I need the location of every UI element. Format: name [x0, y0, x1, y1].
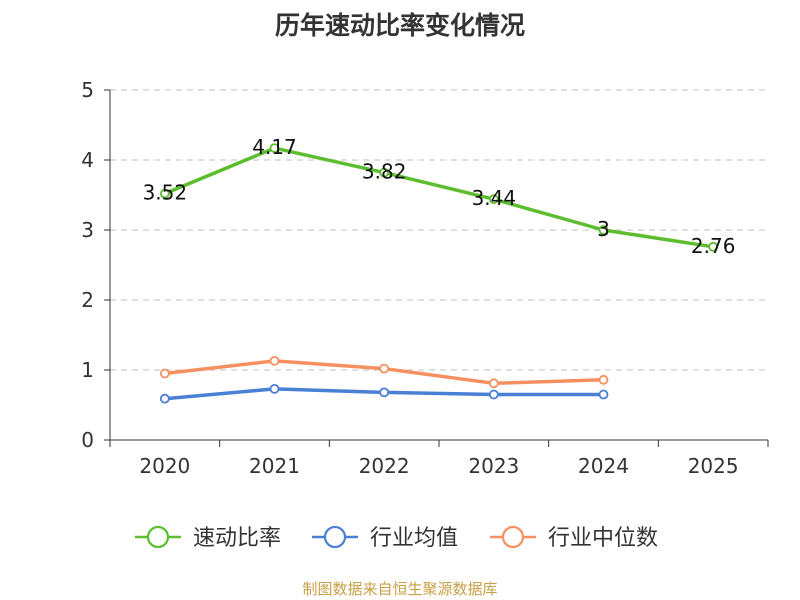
- data-point: [269, 355, 280, 366]
- x-tick-label: 2025: [688, 454, 739, 478]
- data-label: 3.44: [472, 186, 517, 210]
- data-point: [379, 363, 390, 374]
- data-point: [269, 383, 280, 394]
- data-point: [269, 143, 280, 154]
- data-point: [159, 393, 170, 404]
- y-tick-label: 0: [81, 428, 94, 452]
- legend-marker-icon: [323, 525, 347, 549]
- legend-marker-icon: [146, 525, 170, 549]
- data-label: 3.82: [362, 160, 407, 184]
- data-point: [488, 194, 499, 205]
- x-tick-label: 2022: [359, 454, 410, 478]
- legend-marker-icon: [501, 525, 525, 549]
- data-label: 3.52: [143, 181, 188, 205]
- y-tick-label: 5: [81, 78, 94, 102]
- chart-title: 历年速动比率变化情况: [274, 11, 525, 40]
- x-tick-label: 2021: [249, 454, 300, 478]
- data-point: [379, 387, 390, 398]
- data-point: [379, 167, 390, 178]
- data-point: [488, 378, 499, 389]
- data-point: [159, 188, 170, 199]
- data-source-note: 制图数据来自恒生聚源数据库: [302, 580, 498, 598]
- y-tick-label: 3: [81, 218, 94, 242]
- legend-label: 行业均值: [370, 526, 458, 551]
- data-point: [488, 389, 499, 400]
- y-tick-label: 1: [81, 358, 94, 382]
- legend-label: 行业中位数: [548, 526, 658, 551]
- y-tick-label: 2: [81, 288, 94, 312]
- data-point: [598, 374, 609, 385]
- y-tick-label: 4: [81, 148, 94, 172]
- data-label: 2.76: [691, 234, 736, 258]
- data-label: 3: [597, 217, 610, 241]
- x-tick-label: 2024: [578, 454, 629, 478]
- series-line-0: [164, 146, 714, 249]
- legend-label: 速动比率: [193, 526, 281, 551]
- data-label: 4.17: [252, 135, 297, 159]
- data-point: [598, 389, 609, 400]
- data-point: [598, 225, 609, 235]
- x-tick-label: 2020: [139, 454, 190, 478]
- data-point: [708, 241, 719, 252]
- data-point: [159, 368, 170, 379]
- x-tick-label: 2023: [468, 454, 519, 478]
